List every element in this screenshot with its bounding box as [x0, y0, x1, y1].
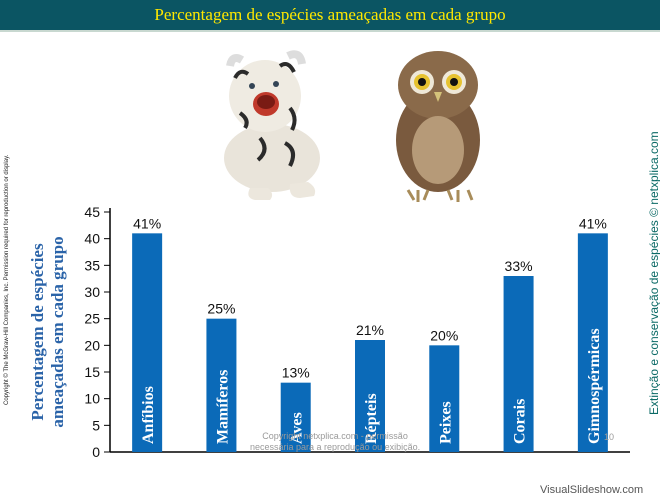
bar-category-label: Peixes: [437, 401, 454, 444]
bar-category-label: Gimnospérmicas: [586, 328, 603, 444]
bar-value-label: 41%: [133, 215, 161, 231]
bar-value-label: 25%: [207, 301, 235, 317]
bar-1: [132, 233, 163, 452]
bar-category-label: Répteis: [363, 393, 380, 444]
y-tick-label: 40: [84, 231, 100, 247]
bar-value-label: 21%: [356, 322, 384, 338]
slide-title: Percentagem de espécies ameaçadas em cad…: [154, 5, 506, 24]
bar-category-label: Corais: [512, 399, 529, 444]
bar-2: [206, 318, 237, 452]
title-underline: [0, 30, 660, 32]
watermark-line-1: Copyright netxplica.com - permissão: [262, 431, 408, 441]
bar-category-label: Anfíbios: [140, 386, 157, 444]
bar-category-label: Mamíferos: [214, 370, 231, 444]
y-tick-label: 5: [92, 417, 100, 433]
y-tick-label: 20: [84, 337, 100, 353]
y-tick-label: 35: [84, 257, 100, 273]
y-tick-label: 10: [84, 391, 100, 407]
owl-image: [396, 51, 480, 202]
bar-value-label: 20%: [430, 327, 458, 343]
page-number: 10: [604, 432, 615, 442]
bar-5: [429, 345, 460, 452]
y-tick-label: 45: [84, 204, 100, 220]
bar-6: [503, 276, 534, 452]
footer-watermark: VisualSlideshow.com: [540, 484, 644, 496]
bar-value-label: 33%: [505, 258, 533, 274]
tiger-cub-image: [224, 50, 320, 200]
bar-category-label: Aves: [289, 412, 306, 444]
y-tick-label: 0: [92, 444, 100, 460]
bar-value-label: 13%: [282, 365, 310, 381]
bar-3: [280, 382, 311, 452]
y-tick-label: 15: [84, 364, 100, 380]
y-tick-label: 25: [84, 311, 100, 327]
title-bar: [0, 0, 660, 30]
watermark: Copyright netxplica.com - permissão nece…: [250, 431, 420, 453]
watermark-line-2: necessária para a reprodução ou exibição…: [250, 442, 421, 452]
bar-4: [355, 340, 385, 452]
y-tick-label: 30: [84, 284, 100, 300]
bar-7: [577, 233, 608, 452]
bar-value-label: 41%: [579, 215, 607, 231]
